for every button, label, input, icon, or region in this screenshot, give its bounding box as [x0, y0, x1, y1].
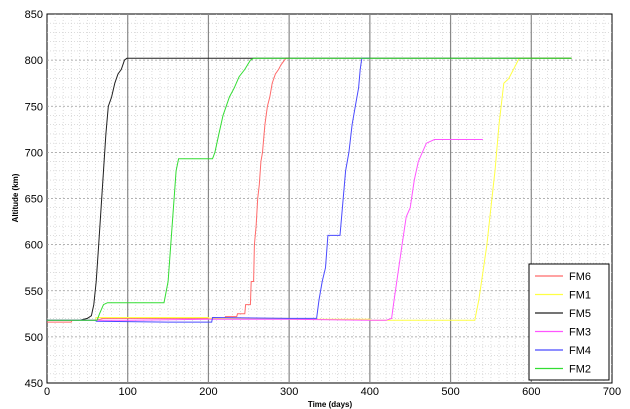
- major-grid: [47, 14, 612, 383]
- legend-label: FM2: [569, 364, 591, 376]
- legend-label: FM6: [569, 271, 591, 283]
- series-line-fm3: [47, 139, 483, 321]
- x-tick-label: 200: [199, 386, 217, 398]
- series-line-fm6: [47, 57, 290, 323]
- y-tick-label: 700: [25, 147, 43, 159]
- y-tick-label: 450: [25, 378, 43, 390]
- x-tick-label: 400: [361, 386, 379, 398]
- x-tick-label: 300: [280, 386, 298, 398]
- legend-label: FM4: [569, 345, 591, 357]
- series-line-fm5: [47, 57, 572, 321]
- y-tick-label: 500: [25, 332, 43, 344]
- series-line-fm2: [47, 57, 572, 321]
- legend-label: FM3: [569, 327, 591, 339]
- x-axis-label: Time (days): [308, 400, 353, 409]
- y-tick-label: 750: [25, 101, 43, 113]
- tick-labels: 0 100 200 300 400 500 600 700 450 500 550 600 650 700…: [25, 9, 622, 398]
- minor-grid: [47, 14, 612, 383]
- y-tick-label: 650: [25, 194, 43, 206]
- y-axis-label: Altitude (km): [11, 173, 20, 222]
- y-tick-label: 800: [25, 55, 43, 67]
- x-tick-label: 700: [603, 386, 621, 398]
- x-tick-label: 500: [441, 386, 459, 398]
- series-line-fm1: [47, 57, 572, 321]
- y-tick-label: 600: [25, 240, 43, 252]
- legend-label: FM5: [569, 308, 591, 320]
- legend-label: FM1: [569, 290, 591, 302]
- x-tick-label: 100: [119, 386, 137, 398]
- legend-box: [528, 263, 610, 381]
- y-tick-label: 550: [25, 286, 43, 298]
- x-tick-label: 0: [44, 386, 50, 398]
- series-line-fm4: [47, 57, 370, 323]
- legend: FM6 FM1 FM5 FM3 FM4 FM2: [528, 263, 610, 381]
- x-tick-label: 600: [522, 386, 540, 398]
- y-tick-label: 850: [25, 9, 43, 21]
- series-layer: [47, 57, 572, 323]
